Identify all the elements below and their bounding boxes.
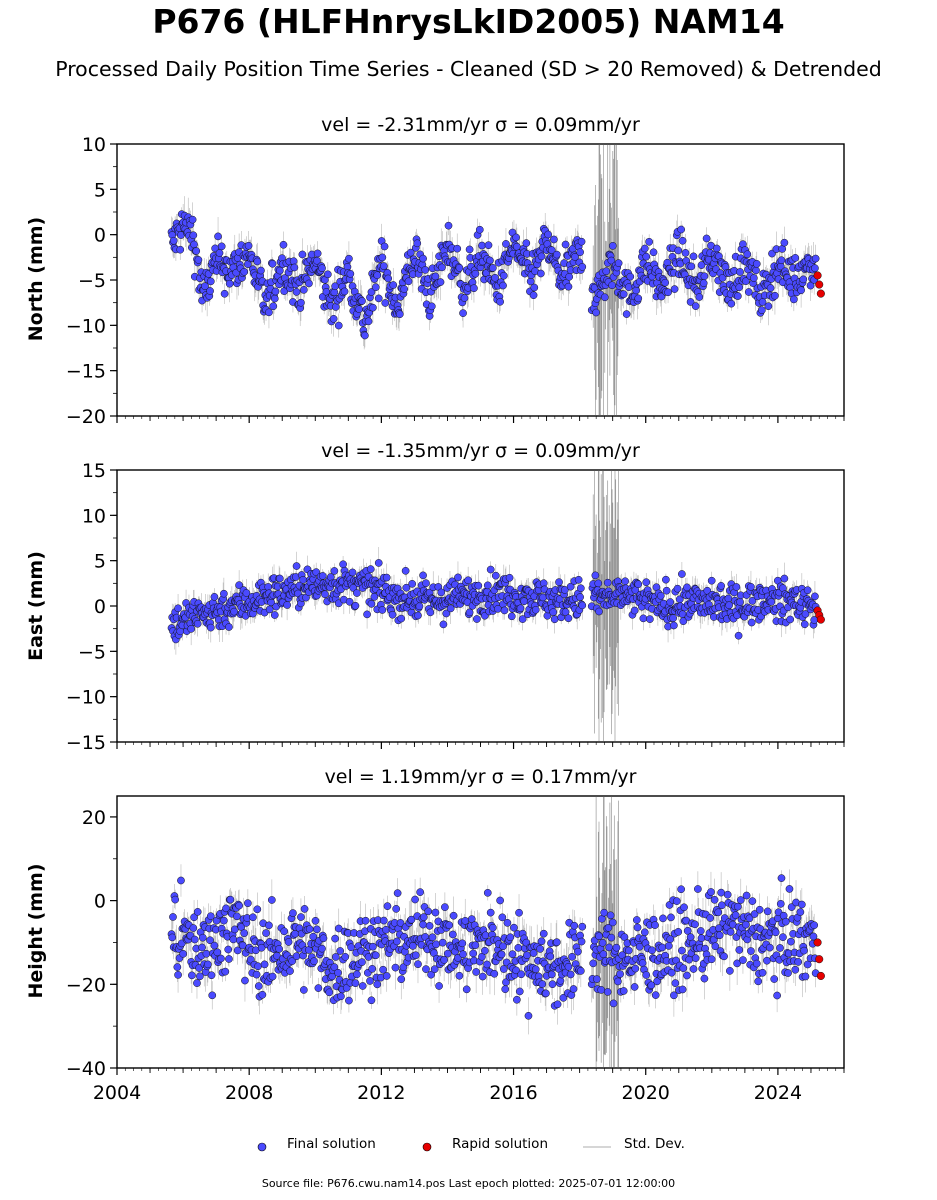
east-ytick-label: −10: [66, 687, 106, 709]
east-ytick-label: −5: [78, 641, 106, 663]
height-ytick-label: 20: [82, 807, 106, 829]
xtick-label: 2008: [225, 1082, 273, 1104]
north-panel-title: vel = -2.31mm/yr σ = 0.09mm/yr: [321, 114, 640, 136]
xtick-label: 2012: [357, 1082, 405, 1104]
height-ytick-label: −20: [66, 974, 106, 996]
east-ytick-label: 0: [94, 596, 106, 618]
north-ytick-label: 5: [94, 179, 106, 201]
north-ytick-label: −15: [66, 361, 106, 383]
north-ytick-label: −10: [66, 315, 106, 337]
legend-std-label: Std. Dev.: [624, 1136, 685, 1152]
legend-rapid-label: Rapid solution: [452, 1136, 548, 1152]
height-panel-title: vel = 1.19mm/yr σ = 0.17mm/yr: [324, 766, 637, 788]
east-ytick-label: 15: [82, 460, 106, 482]
xtick-label: 2024: [754, 1082, 802, 1104]
height-final-points: [167, 874, 820, 1020]
height-ytick-label: −40: [66, 1058, 106, 1080]
source-footer: Source file: P676.cwu.nam14.pos Last epo…: [261, 1177, 676, 1190]
std-dev-line-icon: [583, 1146, 611, 1148]
legend-final-label: Final solution: [287, 1136, 376, 1152]
east-panel-title: vel = -1.35mm/yr σ = 0.09mm/yr: [321, 440, 640, 462]
east-final-points: [167, 559, 820, 644]
east-ytick-label: 10: [82, 505, 106, 527]
xtick-label: 2020: [622, 1082, 670, 1104]
rapid-solution-marker-icon: [422, 1142, 432, 1152]
north-final-points: [167, 210, 820, 340]
north-ytick-label: −20: [66, 406, 106, 428]
chart-subtitle: Processed Daily Position Time Series - C…: [55, 57, 882, 81]
height-rapid-points: [813, 938, 825, 980]
east-ytick-label: −15: [66, 732, 106, 754]
north-ytick-label: 10: [82, 134, 106, 156]
xtick-label: 2004: [93, 1082, 141, 1104]
chart-title: P676 (HLFHnrysLkID2005) NAM14: [152, 2, 785, 41]
timeseries-plot: 1050−5−10−15−20151050−5−10−15200−20−4020…: [66, 134, 845, 1104]
north-rapid-points: [813, 271, 825, 298]
xtick-label: 2016: [489, 1082, 537, 1104]
north-ytick-label: −5: [78, 270, 106, 292]
east-ytick-label: 5: [94, 551, 106, 573]
height-ytick-label: 0: [94, 891, 106, 913]
north-ytick-label: 0: [94, 225, 106, 247]
legend: Final solution Rapid solution Std. Dev.: [0, 1136, 937, 1160]
final-solution-marker-icon: [257, 1142, 267, 1152]
east-rapid-points: [813, 606, 825, 624]
